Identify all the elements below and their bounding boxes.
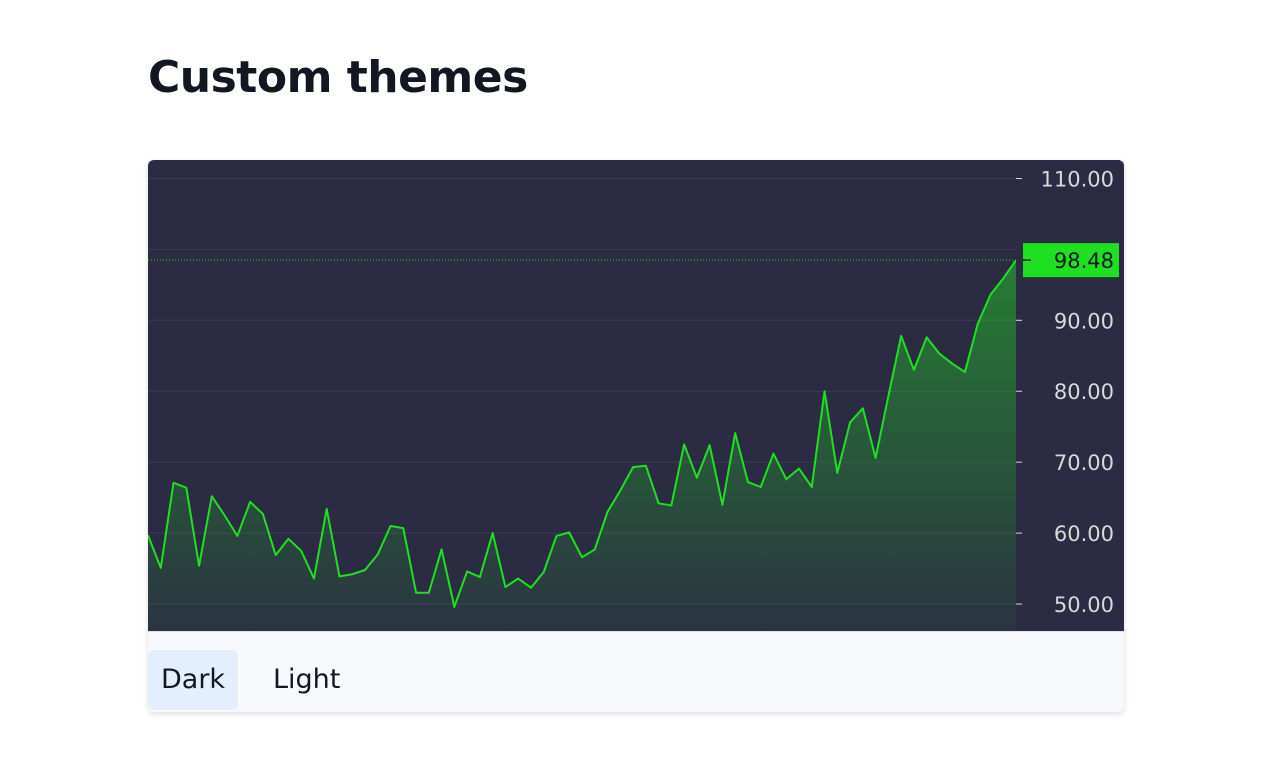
price-axis[interactable]: 110.00 90.00 80.00 70.00 60.00 50.00 98.48 [1016, 160, 1124, 631]
series-area [148, 260, 1016, 631]
tab-dark[interactable]: Dark [148, 650, 239, 710]
chart-card: 110.00 90.00 80.00 70.00 60.00 50.00 98.48 Dar… [148, 160, 1124, 712]
last-value-badge [1023, 243, 1119, 278]
y-tick-label: 80.00 [1054, 380, 1114, 404]
chart-svg[interactable]: 110.00 90.00 80.00 70.00 60.00 50.00 98.48 [148, 160, 1124, 631]
y-tick-label: 90.00 [1054, 309, 1114, 333]
series-layer [148, 259, 1017, 631]
series-line [148, 259, 1017, 608]
y-tick-label: 110.00 [1041, 167, 1114, 191]
y-tick-label: 60.00 [1054, 522, 1114, 546]
theme-tabbar: Dark Light [148, 631, 1124, 712]
last-value-label: 98.48 [1054, 249, 1114, 273]
chart-area[interactable]: 110.00 90.00 80.00 70.00 60.00 50.00 98.48 [148, 160, 1124, 631]
page-title: Custom themes [148, 52, 528, 103]
y-tick-label: 70.00 [1054, 451, 1114, 475]
tab-light[interactable]: Light [273, 664, 341, 695]
price-axis-background [1016, 160, 1124, 631]
y-tick-label: 50.00 [1054, 593, 1114, 617]
